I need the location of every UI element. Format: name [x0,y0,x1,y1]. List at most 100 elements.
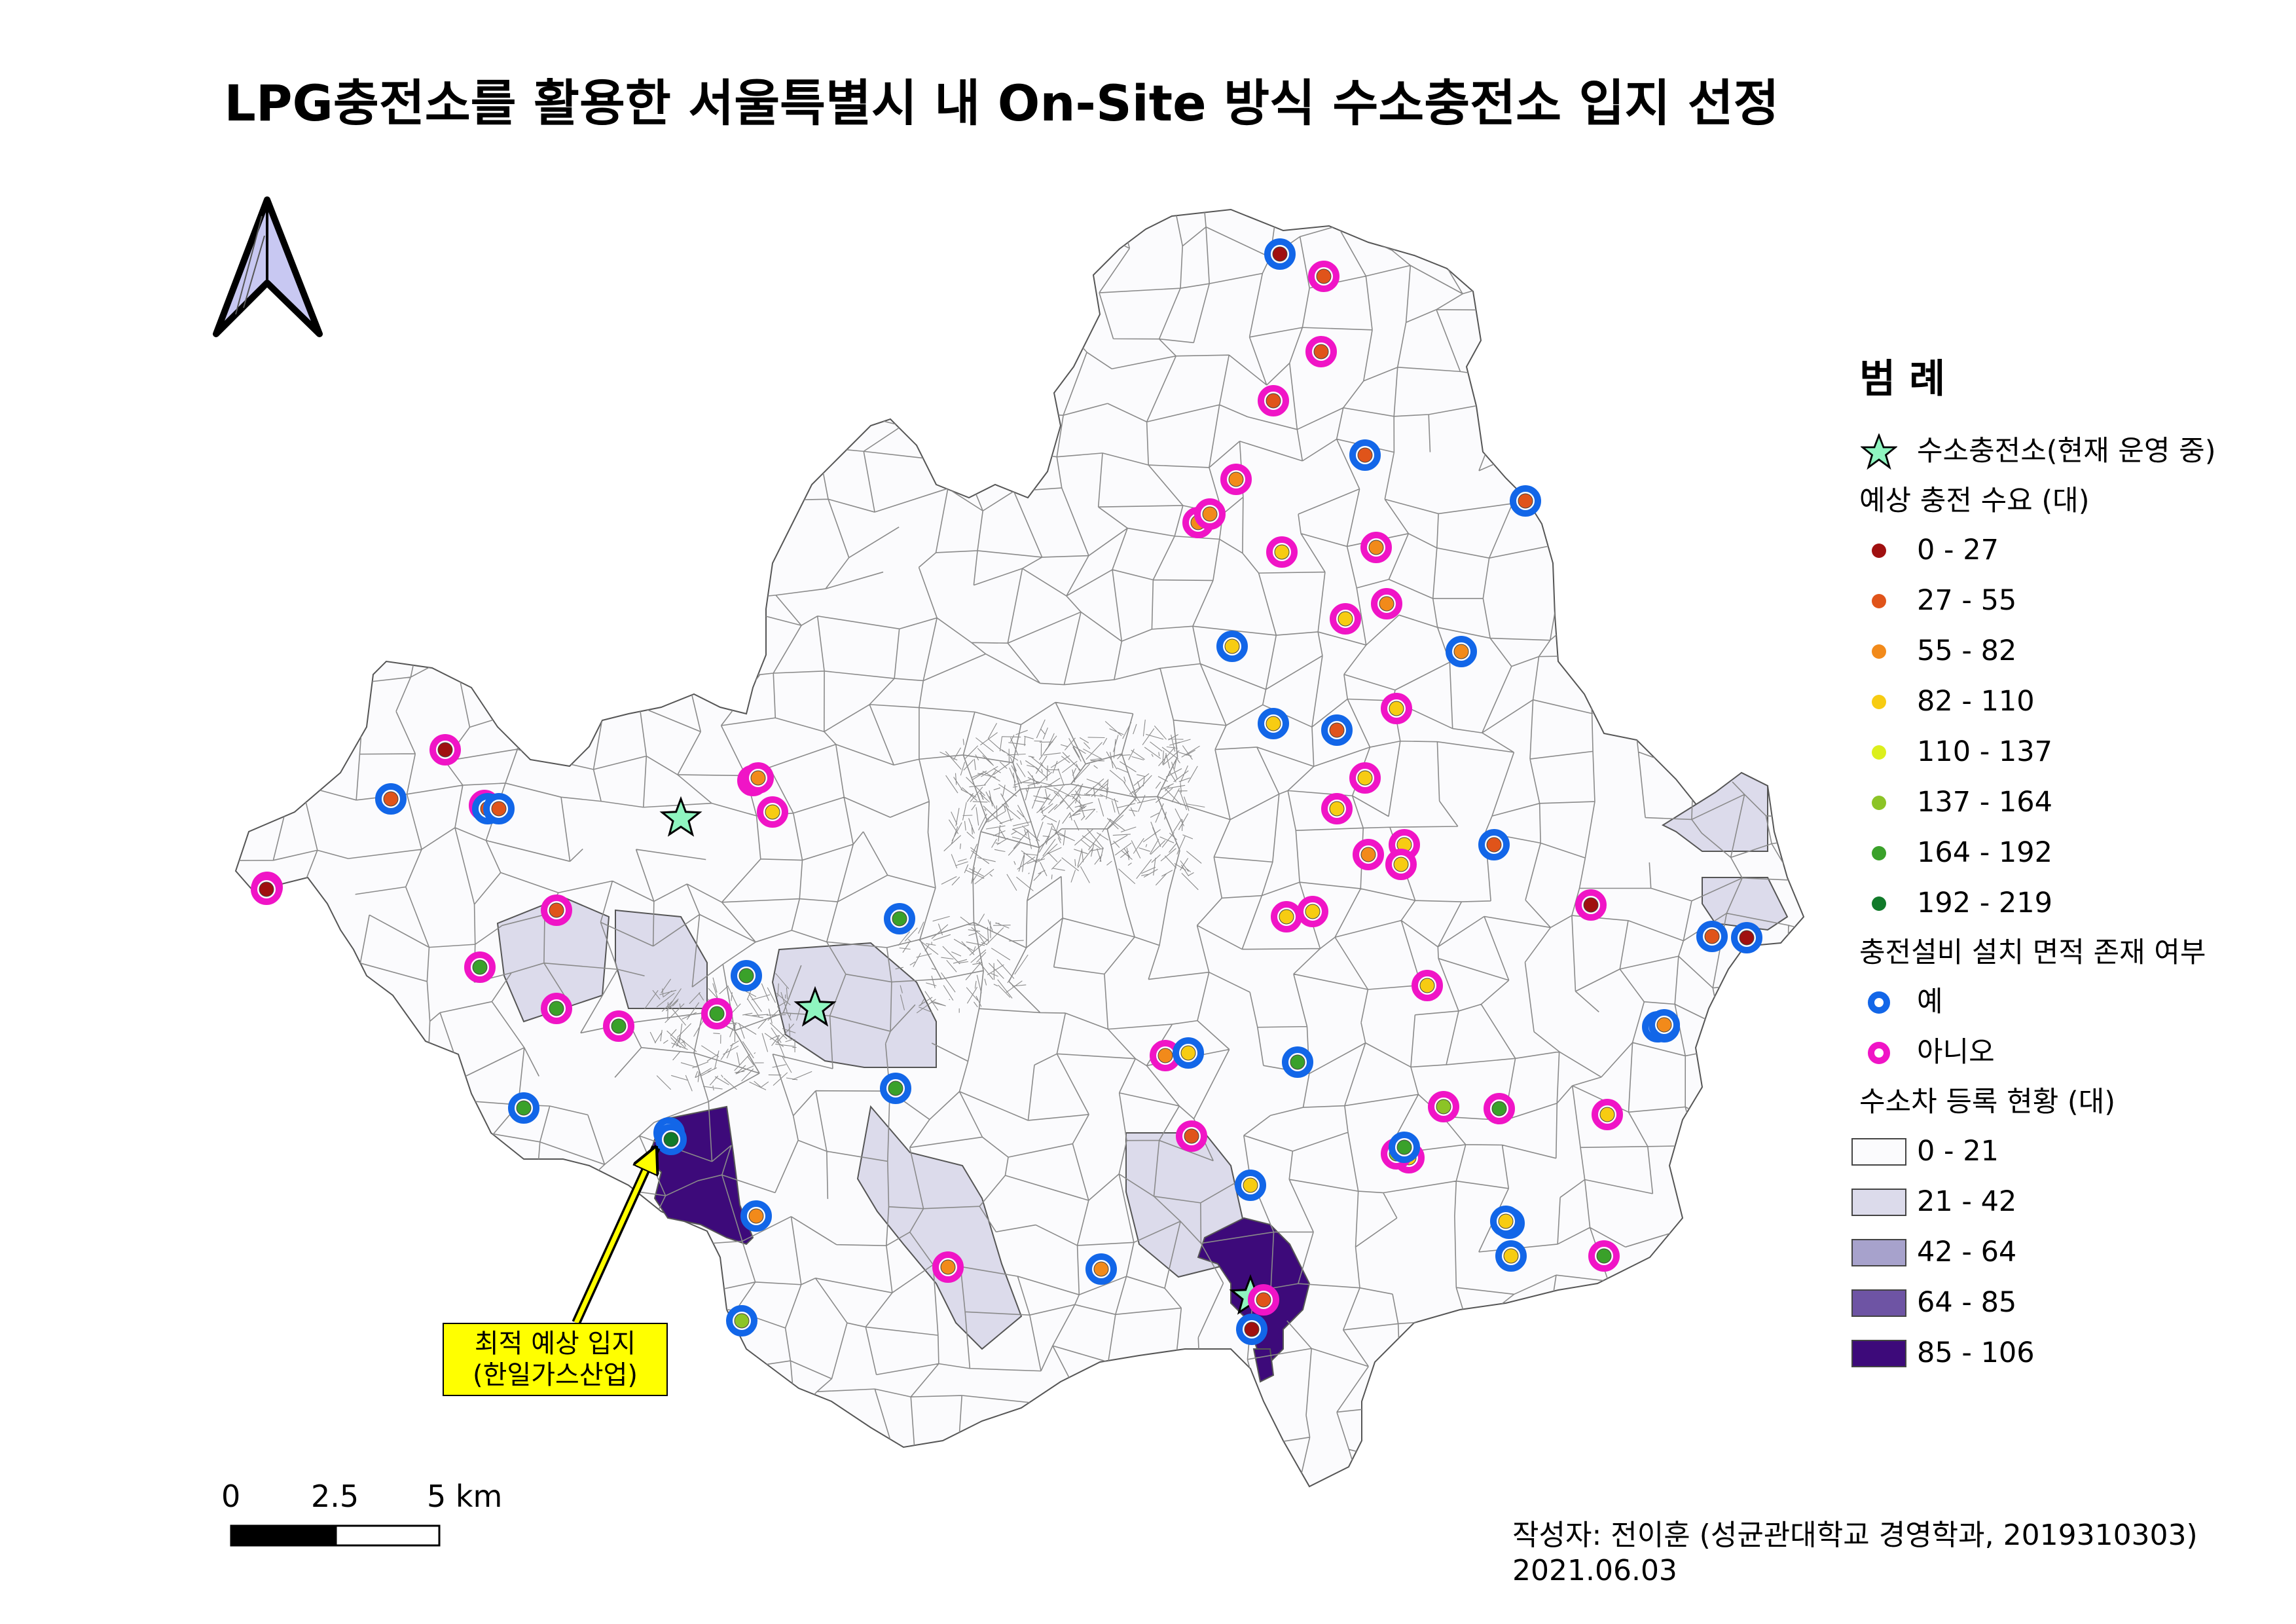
lpg-station-marker [1282,1046,1313,1078]
station-demand-dot [1329,801,1345,817]
station-demand-dot [516,1100,532,1116]
station-demand-dot [1396,1139,1412,1155]
lpg-station-marker [1495,1240,1527,1272]
station-demand-dot [888,1080,903,1096]
station-demand-dot [940,1259,956,1275]
scale-label-mid: 2.5 [311,1479,359,1514]
legend-ring-icon [1868,991,1890,1014]
station-demand-dot [1599,1107,1615,1122]
station-demand-dot [1360,847,1376,862]
station-demand-dot [1389,701,1404,716]
station-demand-dot [1436,1099,1451,1115]
callout-line-2: (한일가스산업) [472,1360,638,1390]
legend-demand-label: 164 - 192 [1917,836,2053,869]
north-arrow-icon [213,196,323,337]
lpg-station-marker [1510,485,1541,517]
lpg-station-marker [1381,693,1412,724]
station-demand-dot [1596,1248,1612,1264]
legend-fcev-label: 64 - 85 [1917,1286,2017,1319]
district-polygon [856,1105,1023,1350]
legend-dot-icon [1872,845,1886,860]
lpg-station-marker [429,734,461,766]
station-demand-dot [1357,447,1373,463]
station-demand-dot [1453,644,1469,659]
lpg-station-marker [740,1200,772,1232]
legend-fcev-label: 85 - 106 [1917,1337,2035,1369]
station-demand-dot [549,1001,564,1016]
lpg-station-marker [541,993,572,1024]
lpg-station-marker [1360,532,1392,563]
lpg-station-marker [1484,1093,1515,1124]
lpg-station-marker [1412,970,1443,1001]
lpg-station-marker [1264,238,1296,270]
station-demand-dot [1274,544,1290,560]
lpg-station-marker [932,1251,964,1283]
lpg-station-marker [1173,1037,1204,1069]
station-demand-dot [491,801,507,817]
station-demand-dot [1704,929,1720,944]
legend-demand-label: 137 - 164 [1917,786,2053,819]
legend-demand-row: 82 - 110 [1859,676,2216,727]
lpg-station-marker [464,951,496,983]
district-polygon [1702,877,1789,931]
district-polygon [771,942,937,1068]
hydrogen-station-star-icon [793,986,837,1027]
dense-dong-boundaries [644,719,1205,1092]
legend-swatch [1851,1238,1906,1266]
station-demand-dot [1583,897,1599,913]
lpg-station-marker [1271,901,1302,932]
legend-dot-icon [1872,593,1886,608]
star-icon [1859,433,1899,470]
lpg-station-marker [1258,708,1289,739]
lpg-station-marker [508,1092,539,1124]
legend-fcev-row: 42 - 64 [1851,1227,2216,1278]
station-demand-dot [1243,1177,1258,1193]
station-demand-dot [1316,268,1332,284]
legend-star-label: 수소충전소(현재 운영 중) [1917,435,2216,468]
legend-demand-row: 137 - 164 [1859,777,2216,828]
legend-swatch [1851,1339,1906,1367]
station-demand-dot [1491,1101,1507,1116]
legend-fcev-title: 수소차 등록 현황 (대) [1859,1086,2116,1118]
station-demand-dot [709,1006,725,1022]
lpg-station-marker [1305,336,1337,367]
lpg-station-marker [1592,1099,1623,1130]
scale-labels: 0 2.5 5 km [216,1479,530,1518]
legend-dot-icon [1872,745,1886,760]
legend-swatch [1851,1137,1906,1166]
station-demand-dot [663,1132,679,1147]
legend-demand-row: 55 - 82 [1859,626,2216,676]
lpg-station-marker [541,895,572,926]
dense-lines [889,905,1029,1014]
station-demand-dot [611,1018,627,1034]
station-demand-dot [383,791,399,807]
station-demand-dot [1656,1017,1672,1033]
station-demand-dot [1379,596,1394,612]
lpg-station-marker [483,793,515,824]
station-demand-dot [765,804,780,820]
lpg-station-marker [1490,1206,1522,1237]
station-demand-dot [1419,978,1435,993]
annotation-arrow [574,1150,655,1324]
legend-demand-row: 164 - 192 [1859,828,2216,878]
legend-demand-label: 82 - 110 [1917,685,2035,718]
author-credit: 작성자: 전이훈 (성균관대학교 경영학과, 2019310303) 2021.… [1512,1518,2198,1589]
legend-area-label: 예 [1917,986,1943,1018]
legend-fcev-label: 21 - 42 [1917,1185,2017,1218]
station-demand-dot [1272,246,1288,262]
legend-fcev-label: 0 - 21 [1917,1135,1999,1168]
station-demand-dot [1266,393,1281,409]
legend-dot-icon [1872,543,1886,558]
station-demand-dot [1518,493,1533,509]
lpg-station-marker [1321,793,1353,824]
lpg-station-marker [251,874,282,905]
station-demand-dot [1256,1292,1271,1308]
dense-lines [939,719,1205,891]
lpg-station-marker [1696,921,1728,952]
station-demand-dot [1202,506,1218,522]
legend-area-label: 아니오 [1917,1036,1995,1069]
legend-area-row: 아니오 [1859,1027,2216,1078]
legend-fcev-row: 85 - 106 [1851,1328,2216,1378]
legend-fcev-row: 0 - 21 [1851,1126,2216,1177]
lpg-station-marker [603,1010,634,1042]
